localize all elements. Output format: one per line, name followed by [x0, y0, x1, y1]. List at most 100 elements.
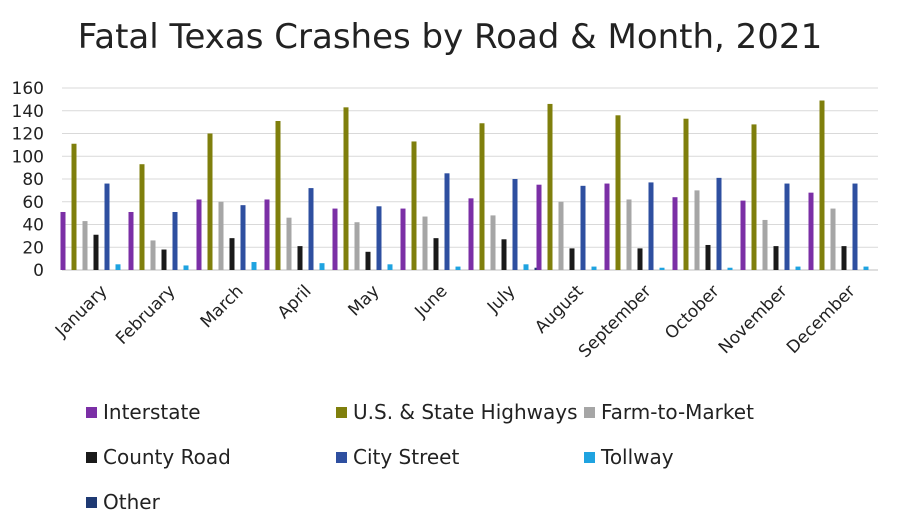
bar: [319, 263, 325, 270]
legend-swatch: [584, 407, 595, 418]
legend-label: Tollway: [600, 445, 674, 469]
bar: [727, 267, 733, 270]
bar: [297, 246, 303, 270]
legend-label: Other: [103, 490, 161, 514]
x-category-label: May: [345, 281, 384, 320]
bar: [830, 208, 836, 270]
bar: [852, 183, 858, 270]
legend-swatch: [336, 407, 347, 418]
bar: [82, 221, 88, 270]
bar: [115, 264, 121, 270]
bar: [104, 183, 110, 270]
bar: [400, 208, 406, 270]
bar: [490, 215, 496, 270]
bar: [422, 216, 428, 270]
bar: [863, 266, 869, 270]
legend-label: U.S. & State Highways: [353, 400, 578, 424]
bar: [648, 182, 654, 270]
x-category-label: August: [531, 281, 587, 337]
bar: [183, 265, 189, 270]
y-tick-label: 0: [33, 261, 44, 281]
bar: [376, 206, 382, 270]
bar: [672, 197, 678, 270]
bar: [683, 118, 689, 271]
x-category-label: June: [411, 281, 452, 322]
y-tick-label: 20: [22, 238, 44, 258]
bar: [569, 248, 575, 270]
bar: [591, 266, 597, 270]
bar: [637, 248, 643, 270]
bar: [819, 100, 825, 270]
bar: [536, 184, 542, 270]
bar: [251, 262, 257, 270]
y-tick-label: 40: [22, 216, 44, 236]
bar: [240, 205, 246, 270]
bar: [751, 124, 757, 271]
bar: [93, 234, 99, 270]
y-tick-label: 60: [22, 193, 44, 213]
bar: [354, 222, 360, 270]
bar: [604, 183, 610, 270]
bar: [411, 141, 417, 270]
y-tick-label: 160: [12, 79, 44, 99]
x-category-label: April: [274, 281, 316, 323]
bar: [512, 179, 518, 270]
bar: [626, 199, 632, 270]
bar: [615, 115, 621, 270]
bar: [784, 183, 790, 270]
legend-label: Farm-to-Market: [601, 400, 754, 424]
bar: [60, 211, 66, 270]
bar: [286, 217, 292, 270]
bar: [264, 199, 270, 270]
x-category-label: January: [51, 281, 111, 341]
bar: [468, 198, 474, 270]
bar: [71, 143, 77, 270]
bars: [60, 100, 869, 271]
x-category-label: September: [575, 281, 656, 362]
bar: [207, 133, 213, 270]
x-category-label: October: [661, 281, 723, 343]
bar: [580, 185, 586, 270]
bar: [218, 201, 224, 270]
x-category-label: March: [197, 281, 248, 332]
bar: [501, 239, 507, 270]
bar: [433, 238, 439, 270]
x-category-label: November: [715, 281, 792, 358]
bar: [444, 173, 450, 270]
chart-title: Fatal Texas Crashes by Road & Month, 202…: [78, 17, 822, 57]
legend-label: City Street: [353, 445, 459, 469]
bar: [150, 240, 156, 270]
y-tick-label: 120: [12, 125, 44, 145]
bar: [128, 211, 134, 270]
bar: [275, 120, 281, 270]
bar: [332, 208, 338, 270]
legend-swatch: [336, 452, 347, 463]
x-axis-categories: January February March April May June July Augu…: [51, 281, 859, 362]
y-tick-label: 80: [22, 170, 44, 190]
legend-swatch: [86, 407, 97, 418]
bar: [841, 246, 847, 270]
bar: [659, 267, 665, 270]
legend-swatch: [86, 497, 97, 508]
bar: [479, 123, 485, 270]
bar: [308, 188, 314, 270]
legend-swatch: [584, 452, 595, 463]
legend-label: Interstate: [103, 400, 201, 424]
bar: [343, 107, 349, 271]
y-tick-label: 140: [12, 102, 44, 122]
bar: [694, 190, 700, 270]
bar: [795, 266, 801, 270]
y-tick-label: 100: [12, 147, 44, 167]
bar: [139, 164, 145, 270]
legend-swatch: [86, 452, 97, 463]
bar: [172, 211, 178, 270]
legend: Interstate U.S. & State Highways Farm-to-M…: [86, 400, 754, 514]
bar: [547, 103, 553, 270]
bar: [161, 249, 167, 270]
bar: [455, 266, 461, 270]
bar: [196, 199, 202, 270]
bar: [773, 246, 779, 270]
x-category-label: February: [112, 281, 179, 348]
